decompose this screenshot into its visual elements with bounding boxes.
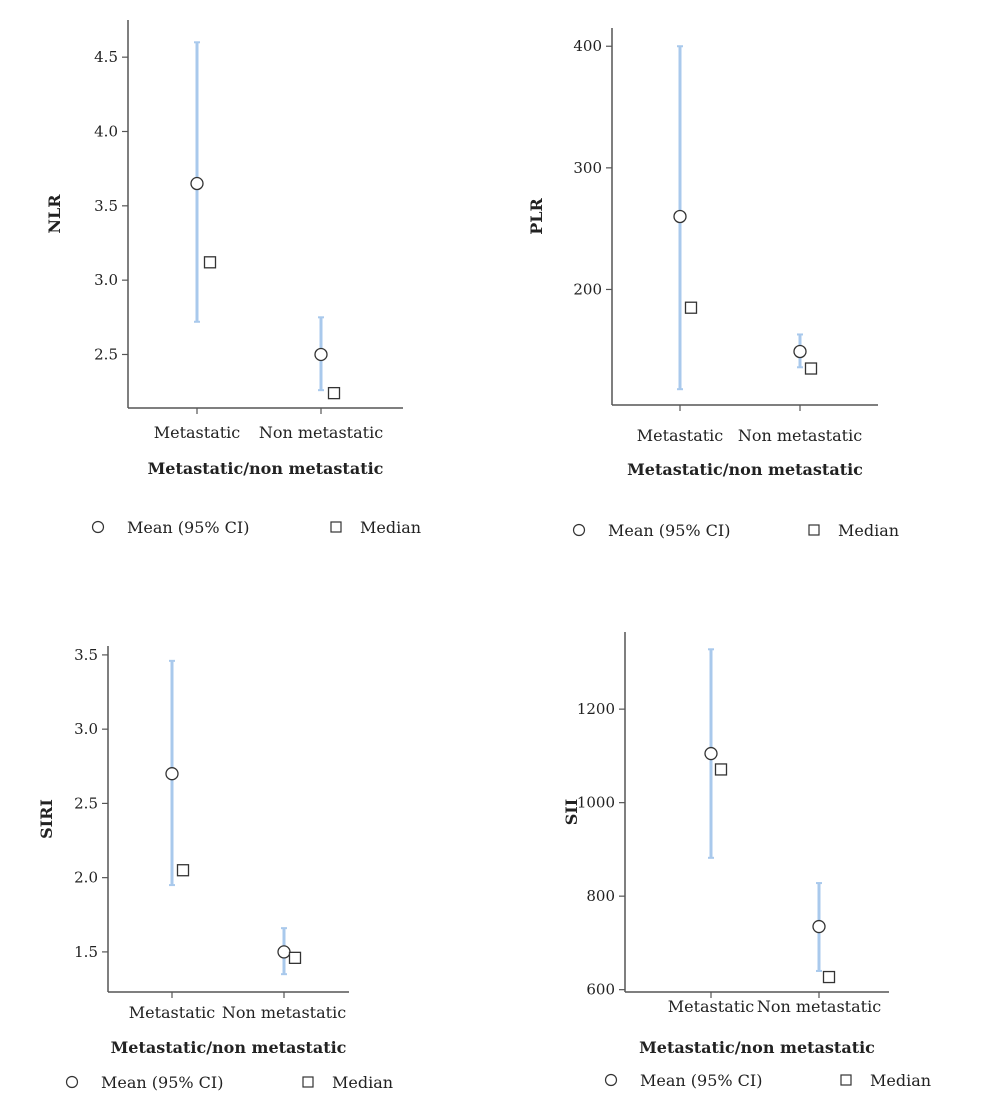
mean-point bbox=[277, 945, 291, 959]
x-category-label: Non metastatic bbox=[738, 426, 862, 445]
y-axis-title: SII bbox=[562, 799, 581, 826]
legend-mean-label: Mean (95% CI) bbox=[101, 1073, 223, 1092]
x-category-label: Non metastatic bbox=[757, 997, 881, 1016]
square-marker-icon bbox=[808, 524, 820, 536]
y-tick-label: 3.5 bbox=[74, 646, 98, 664]
circle-marker-icon bbox=[65, 1075, 79, 1089]
square-marker-icon bbox=[840, 1074, 852, 1086]
x-category-label: Metastatic bbox=[668, 997, 755, 1016]
x-category-label: Metastatic bbox=[637, 426, 724, 445]
y-tick-label: 4.0 bbox=[94, 122, 118, 140]
y-tick-label: 600 bbox=[586, 981, 615, 999]
legend-median-label: Median bbox=[870, 1071, 931, 1090]
y-tick-label: 200 bbox=[573, 280, 602, 298]
legend: Mean (95% CI) Median bbox=[572, 521, 899, 540]
x-axis-title: Metastatic/non metastatic bbox=[627, 460, 863, 479]
y-tick-label: 2.5 bbox=[94, 345, 118, 363]
median-point bbox=[327, 386, 341, 400]
mean-point bbox=[165, 767, 179, 781]
mean-point bbox=[812, 919, 826, 934]
legend-mean-label: Mean (95% CI) bbox=[127, 518, 249, 537]
mean-point bbox=[314, 347, 328, 362]
legend-mean-label: Mean (95% CI) bbox=[608, 521, 730, 540]
median-point bbox=[203, 256, 217, 269]
y-tick-label: 1000 bbox=[577, 794, 615, 812]
legend-mean-label: Mean (95% CI) bbox=[640, 1071, 762, 1090]
x-category-label: Metastatic bbox=[129, 1003, 216, 1022]
x-axis-title: Metastatic/non metastatic bbox=[148, 459, 384, 478]
median-point bbox=[714, 763, 728, 776]
mean-point bbox=[793, 344, 807, 359]
square-marker-icon bbox=[330, 521, 342, 533]
legend: Mean (95% CI) Median bbox=[604, 1071, 931, 1090]
y-tick-label: 1200 bbox=[577, 700, 615, 718]
y-tick-label: 800 bbox=[586, 887, 615, 905]
x-category-label: Non metastatic bbox=[222, 1003, 346, 1022]
chart-panel-siri: 1.5 2.0 2.5 3.0 3.5 Metastatic Non metastatic M… bbox=[37, 646, 393, 1092]
chart-panel-nlr: 2.5 3.0 3.5 4.0 4.5 Metastatic Non metastatic M… bbox=[45, 20, 421, 537]
y-axis-title: SIRI bbox=[37, 799, 56, 839]
x-axis-title: Metastatic/non metastatic bbox=[111, 1038, 347, 1057]
chart-panel-plr: 200 300 400 Metastatic Non metastatic Metasta… bbox=[527, 28, 899, 540]
legend-median-label: Median bbox=[838, 521, 899, 540]
y-tick-label: 300 bbox=[573, 159, 602, 177]
legend: Mean (95% CI) Median bbox=[65, 1073, 393, 1092]
y-tick-label: 400 bbox=[573, 37, 602, 55]
mean-point bbox=[704, 746, 718, 761]
circle-marker-icon bbox=[604, 1073, 618, 1087]
square-marker-icon bbox=[302, 1076, 314, 1088]
median-point bbox=[822, 970, 836, 984]
chart-panel-sii: 600 800 1000 1200 Metastatic Non metastatic Me… bbox=[562, 632, 931, 1090]
y-tick-label: 2.0 bbox=[74, 869, 98, 887]
median-point bbox=[804, 362, 818, 375]
median-point bbox=[176, 864, 190, 877]
x-axis-title: Metastatic/non metastatic bbox=[639, 1038, 875, 1057]
circle-marker-icon bbox=[91, 520, 105, 534]
mean-point bbox=[673, 209, 687, 224]
median-point bbox=[684, 301, 698, 314]
median-point bbox=[288, 951, 302, 964]
y-tick-label: 1.5 bbox=[74, 943, 98, 961]
y-tick-label: 2.5 bbox=[74, 794, 98, 812]
x-category-label: Non metastatic bbox=[259, 423, 383, 442]
y-tick-label: 3.0 bbox=[74, 720, 98, 738]
y-axis-title: NLR bbox=[45, 194, 64, 234]
mean-point bbox=[190, 176, 204, 191]
y-tick-label: 3.5 bbox=[94, 197, 118, 215]
circle-marker-icon bbox=[572, 523, 586, 537]
legend-median-label: Median bbox=[360, 518, 421, 537]
y-axis-title: PLR bbox=[527, 198, 546, 235]
y-tick-label: 4.5 bbox=[94, 48, 118, 66]
x-category-label: Metastatic bbox=[154, 423, 241, 442]
legend-median-label: Median bbox=[332, 1073, 393, 1092]
legend: Mean (95% CI) Median bbox=[91, 518, 421, 537]
y-tick-label: 3.0 bbox=[94, 271, 118, 289]
